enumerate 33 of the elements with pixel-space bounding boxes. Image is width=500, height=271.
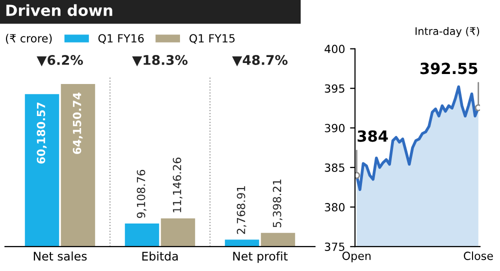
text: ▼6.2% xyxy=(36,55,83,66)
bar xyxy=(260,232,296,247)
annotation: 384 xyxy=(358,130,388,142)
x-tick-label: Ebitda xyxy=(142,251,178,261)
x-tick-label: Net profit xyxy=(233,251,288,263)
x-tick-label: Net sales xyxy=(34,251,87,261)
text: ▼48.7% xyxy=(232,55,288,66)
bar xyxy=(24,94,60,247)
data-label: 2,768.91 xyxy=(236,186,246,234)
bar xyxy=(60,84,96,247)
chart-title: Driven down xyxy=(6,4,112,16)
y-tick-label: 400 xyxy=(324,44,345,54)
bar xyxy=(160,218,196,247)
data-label: 9,108.76 xyxy=(136,170,146,218)
y-tick-label: 395 xyxy=(324,84,344,93)
text: ▼18.3% xyxy=(132,55,188,66)
y-axis-title: (₹ crore) xyxy=(6,34,52,44)
legend-label: Q1 FY15 xyxy=(190,34,235,44)
legend-label: Q1 FY16 xyxy=(98,34,144,44)
y-tick-label: 375 xyxy=(324,242,344,251)
x-tick-label: Close xyxy=(464,251,493,260)
data-label: 11,146.26 xyxy=(172,158,182,212)
y-tick-label: 380 xyxy=(324,203,345,212)
data-label: 60,180.57 xyxy=(36,102,47,164)
bar xyxy=(124,224,160,247)
x-tick-label: Open xyxy=(342,252,371,262)
y-tick-label: 390 xyxy=(324,124,345,132)
data-label: 5,398.21 xyxy=(272,180,282,228)
data-label: 64,150.74 xyxy=(72,92,83,154)
bar xyxy=(224,240,260,247)
annotation: 392.55 xyxy=(420,62,478,74)
chart-title: Intra-day (₹) xyxy=(416,26,480,38)
y-tick-label: 385 xyxy=(324,163,344,172)
